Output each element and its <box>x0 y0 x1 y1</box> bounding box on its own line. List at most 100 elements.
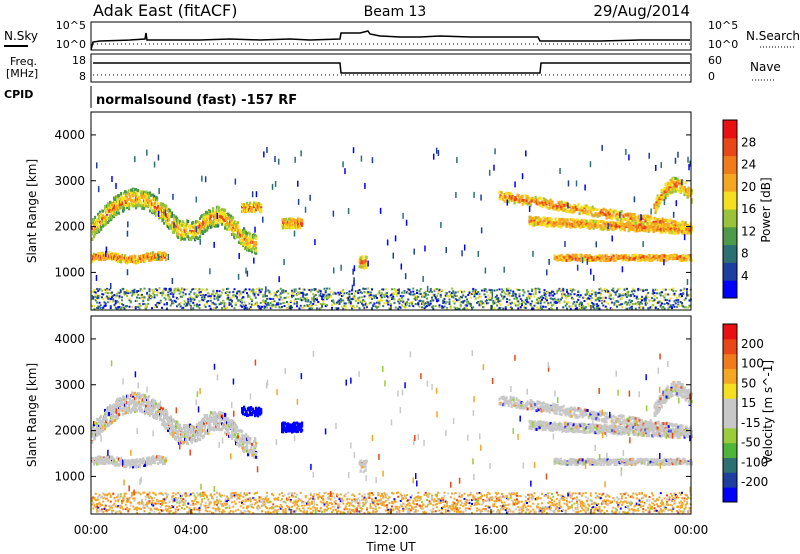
power-clutter-cell <box>411 302 413 305</box>
power-clutter-cell <box>483 293 486 296</box>
power-clutter-cell <box>312 293 315 296</box>
power-clutter-cell <box>212 307 215 310</box>
power-echo-cell <box>138 255 141 259</box>
power-clutter-cell <box>508 298 511 301</box>
power-clutter-cell <box>276 290 278 293</box>
power-clutter-cell <box>553 301 556 304</box>
power-echo-cell <box>196 220 199 224</box>
power-echo-cell <box>365 266 368 270</box>
power-clutter-cell <box>361 300 363 303</box>
power-echo-cell <box>587 212 590 216</box>
power-echo-cell <box>565 258 568 262</box>
power-clutter-cell <box>201 288 203 291</box>
power-clutter-cell <box>126 289 128 292</box>
power-echo-cell <box>594 255 597 259</box>
power-clutter-cell <box>422 295 425 298</box>
power-echo-cell <box>647 228 650 232</box>
power-clutter-cell <box>114 296 117 299</box>
power-echo-cell <box>609 258 612 262</box>
power-echo-cell <box>203 226 206 230</box>
power-clutter-cell <box>266 306 268 309</box>
power-clutter-cell <box>622 294 625 297</box>
power-clutter-cell <box>102 306 105 309</box>
power-clutter-cell <box>377 301 380 304</box>
power-clutter-cell <box>391 288 393 291</box>
power-clutter-cell <box>199 291 202 294</box>
power-clutter-cell <box>331 303 333 306</box>
power-clutter-cell <box>178 292 181 295</box>
power-clutter-cell <box>226 291 228 294</box>
power-clutter-cell <box>417 301 420 304</box>
power-echo-cell <box>235 222 238 226</box>
power-echo-cell <box>108 206 111 210</box>
power-clutter-cell <box>258 307 261 310</box>
power-clutter-cell <box>197 294 200 297</box>
power-clutter-cell <box>564 301 567 304</box>
power-clutter-cell <box>549 301 552 304</box>
power-echo-cell <box>243 202 246 206</box>
power-clutter-cell <box>631 290 633 293</box>
power-clutter-cell <box>651 299 653 302</box>
power-clutter-cell <box>114 299 117 302</box>
power-clutter-cell <box>254 302 257 305</box>
power-echo-cell <box>169 211 172 215</box>
power-echo-cell <box>576 218 579 222</box>
power-echo-cell <box>574 257 577 261</box>
power-clutter-cell <box>353 306 356 309</box>
power-clutter-cell <box>281 289 283 292</box>
power-clutter-cell <box>428 303 431 306</box>
power-echo-cell <box>252 237 255 241</box>
power-echo-cell <box>677 231 680 235</box>
power-clutter-cell <box>107 301 110 304</box>
power-clutter-cell <box>624 294 627 297</box>
power-echo-cell <box>619 220 622 224</box>
power-clutter-cell <box>296 301 298 304</box>
power-echo-cell <box>158 207 161 211</box>
power-clutter-cell <box>509 289 512 292</box>
power-echo-cell <box>106 216 109 220</box>
power-clutter-cell <box>596 298 598 301</box>
power-clutter-cell <box>418 299 421 302</box>
power-clutter-cell <box>614 304 617 307</box>
power-clutter-cell <box>414 303 417 306</box>
power-clutter-cell <box>294 288 297 291</box>
power-clutter-cell <box>582 305 585 308</box>
power-clutter-cell <box>549 297 552 300</box>
power-clutter-cell <box>406 301 408 304</box>
power-clutter-cell <box>296 302 298 305</box>
power-clutter-cell <box>547 303 550 306</box>
power-clutter-cell <box>582 307 585 310</box>
power-clutter-cell <box>157 301 160 304</box>
power-echo-cell <box>96 255 99 259</box>
power-echo-cell <box>559 258 562 262</box>
power-clutter-cell <box>658 292 661 295</box>
power-clutter-cell <box>257 304 260 307</box>
power-echo-cell <box>681 232 684 236</box>
power-clutter-cell <box>352 296 355 299</box>
power-echo-cell <box>363 266 366 270</box>
power-echo-cell <box>631 224 634 228</box>
power-echo-cell <box>165 204 168 208</box>
power-clutter-cell <box>378 291 381 294</box>
power-clutter-cell <box>432 307 435 310</box>
power-echo-cell <box>228 213 231 217</box>
power-echo-cell <box>124 254 127 258</box>
power-clutter-cell <box>653 295 656 298</box>
power-clutter-cell <box>198 300 201 303</box>
power-clutter-cell <box>462 300 465 303</box>
power-clutter-cell <box>339 290 342 293</box>
power-clutter-cell <box>421 308 423 311</box>
power-echo-cell <box>541 205 544 209</box>
power-echo-cell <box>127 202 130 206</box>
freq-left-tick-bottom: 8 <box>79 70 86 83</box>
power-clutter-cell <box>523 306 526 309</box>
power-echo-cell <box>232 216 235 220</box>
power-clutter-cell <box>384 299 387 302</box>
power-echo-cell <box>194 228 197 232</box>
power-clutter-cell <box>361 296 363 299</box>
power-echo-cell <box>573 255 576 259</box>
power-clutter-cell <box>403 291 406 294</box>
power-echo-cell <box>539 218 542 222</box>
power-clutter-cell <box>93 291 96 294</box>
power-echo-cell <box>616 221 619 225</box>
